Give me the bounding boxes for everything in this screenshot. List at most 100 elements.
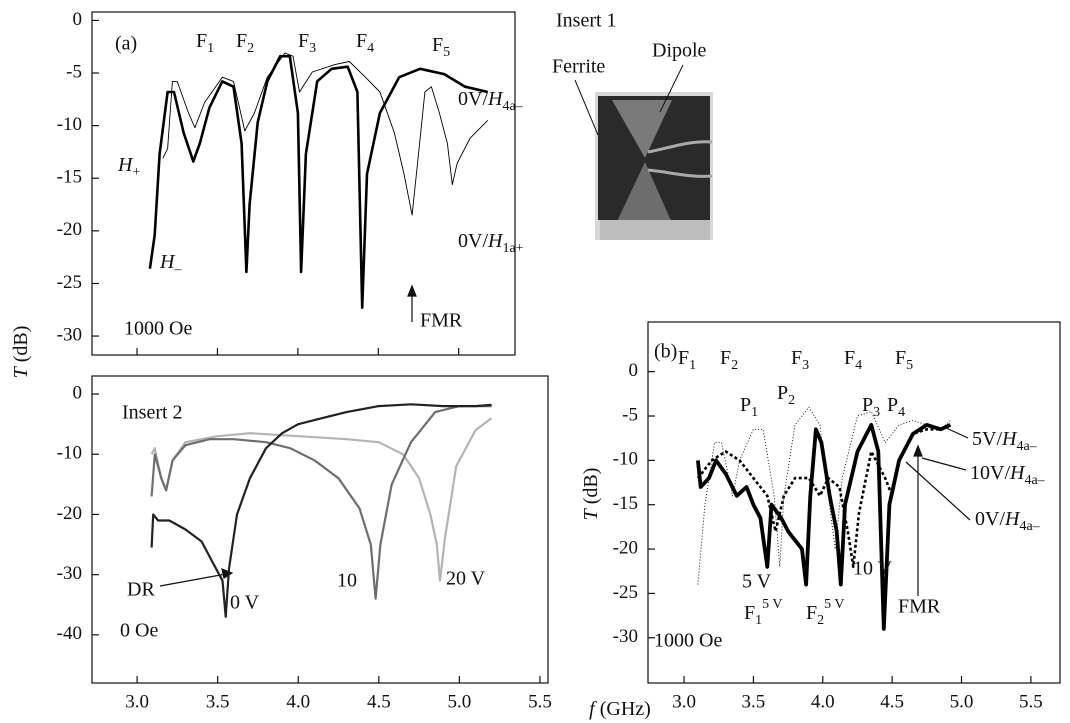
annotation: F15 V [744,597,782,628]
annotation-part: 0V/ [458,88,488,110]
y-tick-label: -30 [57,324,82,345]
annotation-part: 4a– [1019,519,1040,534]
x-tick-label: 4.5 [367,691,391,712]
pointer [943,426,969,439]
annotation: 5 V [742,571,772,593]
annotation-part: H [1009,462,1026,484]
annotation-part: 3 [873,405,880,420]
annotation: 1000 Oe [654,630,722,652]
annotation: F1 [678,347,696,374]
annotation: 0V/H4a– [458,88,524,115]
y-axis-title: T (dB) [10,326,32,379]
y-tick-label: -10 [57,443,82,464]
arrowhead [407,284,417,297]
annotation-part: H [117,154,134,176]
annotation-part: H [1001,428,1018,450]
y-axis-title: T (dB) [580,468,602,521]
annotation: (b) [654,341,677,363]
y-tick-label: -30 [57,563,82,584]
annotation: 0V/H4a– [975,508,1041,535]
annotation-part: – [173,262,182,277]
annotation-part: F [432,34,443,56]
annotation-part: 2 [817,613,824,628]
annotation: 1000 Oe [124,318,192,340]
annotation: (a) [115,33,137,55]
insert-title: Insert 1 [556,10,617,32]
annotation: H+ [117,154,140,181]
annotation: 10 V [853,558,893,580]
annotation-part: 5V/ [972,428,1002,450]
annotation-part: 1 [751,405,758,420]
annotation: F2 [236,30,254,57]
y-axis-title-part: T [580,507,602,520]
y-tick-label: -25 [57,272,82,293]
annotation-part: F [806,602,817,624]
annotation: F3 [298,30,316,57]
arrowhead [221,568,234,579]
pointer [905,461,971,521]
arrowhead [913,444,923,457]
annotation: F25 V [806,597,844,628]
pointer [574,79,599,136]
annotation: P4 [887,394,905,421]
y-tick-label: -15 [57,167,82,188]
annotation: F1 [196,30,214,57]
annotation-part: F [720,347,731,369]
annotation: F5 [895,347,913,374]
y-axis-title-part: (dB) [580,468,602,510]
annotation-part: 0V/ [458,230,488,252]
curve [696,423,952,631]
y-tick-label: -10 [613,449,638,470]
arrow [159,573,227,587]
annotation: P1 [740,394,758,421]
annotation-part: 4a– [502,99,523,114]
annotation: 0 Oe [120,620,158,642]
pointer [921,457,967,471]
annotation: F5 [432,34,450,61]
annotation-part: H [487,88,504,110]
annotation-part: F [356,30,367,52]
annotation-part: 1 [755,613,762,628]
annotation-part: F [196,30,207,52]
plot-frame [91,375,549,684]
curve [150,417,493,582]
x-tick-label: 5.5 [1019,691,1043,712]
annotation-part: P [740,394,751,416]
annotation-part: 1 [207,41,214,56]
annotation: P2 [777,382,795,409]
y-tick-label: -5 [622,404,638,425]
annotation: P3 [862,394,880,421]
x-axis-title: f (GHz) [589,698,651,720]
plot-frame [91,11,516,356]
annotation: F4 [356,30,374,57]
y-axis-title-part: T [10,365,32,378]
x-tick-label: 3.0 [672,691,696,712]
annotation-part: 4 [855,358,862,373]
annotation-part: H [487,230,504,252]
annotation-part: F [298,30,309,52]
annotation: 5V/H4a– [972,428,1038,455]
annotation-part: 0V/ [975,508,1005,530]
annotation-part: F [791,347,802,369]
annotation: 10 [337,570,357,592]
x-tick-label: 3.5 [742,691,766,712]
insert-photo [574,64,713,240]
annotation-part: H [159,251,176,273]
x-tick-label: 3.0 [125,691,149,712]
photo-base [600,220,710,240]
x-tick-label: 5.0 [950,691,974,712]
annotation-part: 4a– [1024,473,1045,488]
x-tick-label: 4.0 [286,691,310,712]
annotation-part: 2 [247,41,254,56]
annotation-part: P [862,394,873,416]
annotation: 0 V [230,592,260,614]
x-tick-label: 5.5 [528,691,552,712]
annotation-part: F [236,30,247,52]
annotation: F2 [720,347,738,374]
annotation-part: + [132,165,140,180]
annotation: 20 V [446,568,486,590]
y-tick-label: -15 [613,493,638,514]
annotation-part: 4 [367,41,374,56]
annotation-part: 3 [802,358,809,373]
